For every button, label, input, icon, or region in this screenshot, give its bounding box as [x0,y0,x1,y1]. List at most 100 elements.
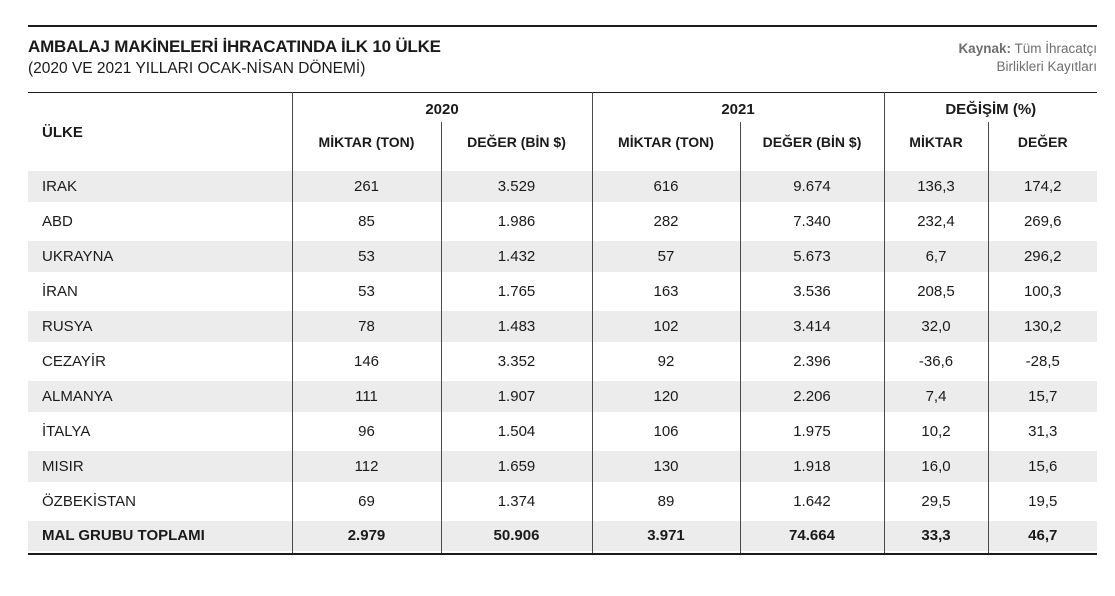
value-cell: 1.986 [441,203,593,239]
value-cell: 2.396 [740,343,885,379]
value-cell: 1.642 [740,483,885,519]
year-header-row: ÜLKE 2020 2021 DEĞİŞİM (%) [28,92,1097,169]
value-cell: 1.918 [740,448,885,484]
value-cell: 111 [292,378,442,414]
value-cell: 31,3 [1028,422,1058,440]
value-cell: 7.340 [740,203,885,239]
table-row: ABD 85 1.986 282 7.340 232,4 269,6 [28,203,1097,239]
total-value-cell: 2.979 [292,518,442,554]
total-value-cell: 3.971 [592,518,741,554]
value-cell: 19,5 [1028,492,1058,510]
value-cell: 174,2 [988,168,1097,204]
col-group-2021: 2021 [592,92,885,122]
col-header-country: ÜLKE [28,92,293,169]
value-cell: 296,2 [988,238,1097,274]
page-title: AMBALAJ MAKİNELERİ İHRACATINDA İLK 10 ÜL… [28,37,441,56]
table-row: UKRAYNA 53 1.432 57 5.673 6,7 296,2 [28,238,1097,274]
source-label: Kaynak: [958,41,1011,56]
col-header-change-deger: DEĞER [1017,134,1068,150]
country-cell: IRAK [28,168,293,204]
value-cell: 7,4 [884,378,989,414]
value-cell: 15,7 [988,378,1097,414]
value-cell: 3.529 [441,168,593,204]
value-cell: -28,5 [1025,352,1060,370]
value-cell: 106 [592,413,741,449]
page-subtitle: (2020 VE 2021 YILLARI OCAK-NİSAN DÖNEMİ) [28,60,366,77]
header: AMBALAJ MAKİNELERİ İHRACATINDA İLK 10 ÜL… [28,36,1097,79]
source-note: Kaynak: Tüm İhracatçı Birlikleri Kayıtla… [958,40,1097,76]
value-cell: 120 [592,378,741,414]
top-divider [28,25,1097,27]
value-cell: 57 [592,238,741,274]
country-cell: UKRAYNA [28,238,293,274]
value-cell: 1.483 [441,308,593,344]
value-cell: 85 [292,203,442,239]
table-total-row: MAL GRUBU TOPLAMI 2.979 50.906 3.971 74.… [28,518,1097,554]
value-cell: 136,3 [884,168,989,204]
value-cell: 163 [592,273,741,309]
value-cell: 1.504 [441,413,593,449]
col-group-2020: 2020 [292,92,593,122]
value-cell: 9.674 [740,168,885,204]
value-cell: 53 [292,238,442,274]
value-cell: 1.374 [441,483,593,519]
col-header-2020-miktar: MİKTAR (TON) [292,121,442,169]
value-cell: 53 [292,273,442,309]
export-table: ÜLKE 2020 2021 DEĞİŞİM (%) MİKTAR (TON) … [28,92,1097,555]
value-cell: 69 [292,483,442,519]
value-cell: 89 [592,483,741,519]
table-row: İRAN 53 1.765 163 3.536 208,5 100,3 [28,273,1097,309]
country-cell: RUSYA [28,308,293,344]
source-text-line2: Birlikleri Kayıtları [996,59,1097,74]
col-group-change: DEĞİŞİM (%) [945,100,1037,118]
total-value-cell: 33,3 [884,518,989,554]
value-cell: 112 [292,448,442,484]
value-cell: 1.907 [441,378,593,414]
table-row: ALMANYA 111 1.907 120 2.206 7,4 15,7 [28,378,1097,414]
total-value-cell: 74.664 [740,518,885,554]
value-cell: 92 [592,343,741,379]
value-cell: 1.659 [441,448,593,484]
page: AMBALAJ MAKİNELERİ İHRACATINDA İLK 10 ÜL… [28,25,1097,555]
value-cell: 269,6 [1023,212,1062,230]
value-cell: -36,6 [884,343,989,379]
total-value-cell: 50.906 [441,518,593,554]
value-cell: 261 [292,168,442,204]
table-row: CEZAYİR 146 3.352 92 2.396 -36,6 -28,5 [28,343,1097,379]
value-cell: 3.414 [740,308,885,344]
value-cell: 6,7 [884,238,989,274]
value-cell: 78 [292,308,442,344]
country-cell: ÖZBEKİSTAN [28,483,293,519]
col-header-2021-deger: DEĞER (BİN $) [740,121,885,169]
value-cell: 32,0 [884,308,989,344]
table-row: MISIR 112 1.659 130 1.918 16,0 15,6 [28,448,1097,484]
country-cell: İRAN [28,273,293,309]
table-row: IRAK 261 3.529 616 9.674 136,3 174,2 [28,168,1097,204]
value-cell: 15,6 [988,448,1097,484]
total-value-cell: 46,7 [988,518,1097,554]
country-cell: İTALYA [28,413,293,449]
sub-header-row: MİKTAR (TON) DEĞER (BİN $) MİKTAR (TON) … [28,121,1097,169]
value-cell: 1.765 [441,273,593,309]
table-header: ÜLKE 2020 2021 DEĞİŞİM (%) MİKTAR (TON) … [28,92,1097,169]
total-label-cell: MAL GRUBU TOPLAMI [28,518,293,554]
col-header-change-miktar: MİKTAR [884,121,989,169]
value-cell: 16,0 [884,448,989,484]
col-header-2021-miktar: MİKTAR (TON) [592,121,741,169]
country-cell: ALMANYA [28,378,293,414]
country-cell: ABD [28,203,293,239]
value-cell: 282 [592,203,741,239]
value-cell: 96 [292,413,442,449]
value-cell: 2.206 [740,378,885,414]
value-cell: 102 [592,308,741,344]
value-cell: 130,2 [988,308,1097,344]
country-cell: CEZAYİR [28,343,293,379]
value-cell: 616 [592,168,741,204]
value-cell: 208,5 [884,273,989,309]
value-cell: 100,3 [1023,282,1062,300]
table-row: RUSYA 78 1.483 102 3.414 32,0 130,2 [28,308,1097,344]
value-cell: 146 [292,343,442,379]
value-cell: 1.975 [740,413,885,449]
value-cell: 232,4 [884,203,989,239]
country-cell: MISIR [28,448,293,484]
